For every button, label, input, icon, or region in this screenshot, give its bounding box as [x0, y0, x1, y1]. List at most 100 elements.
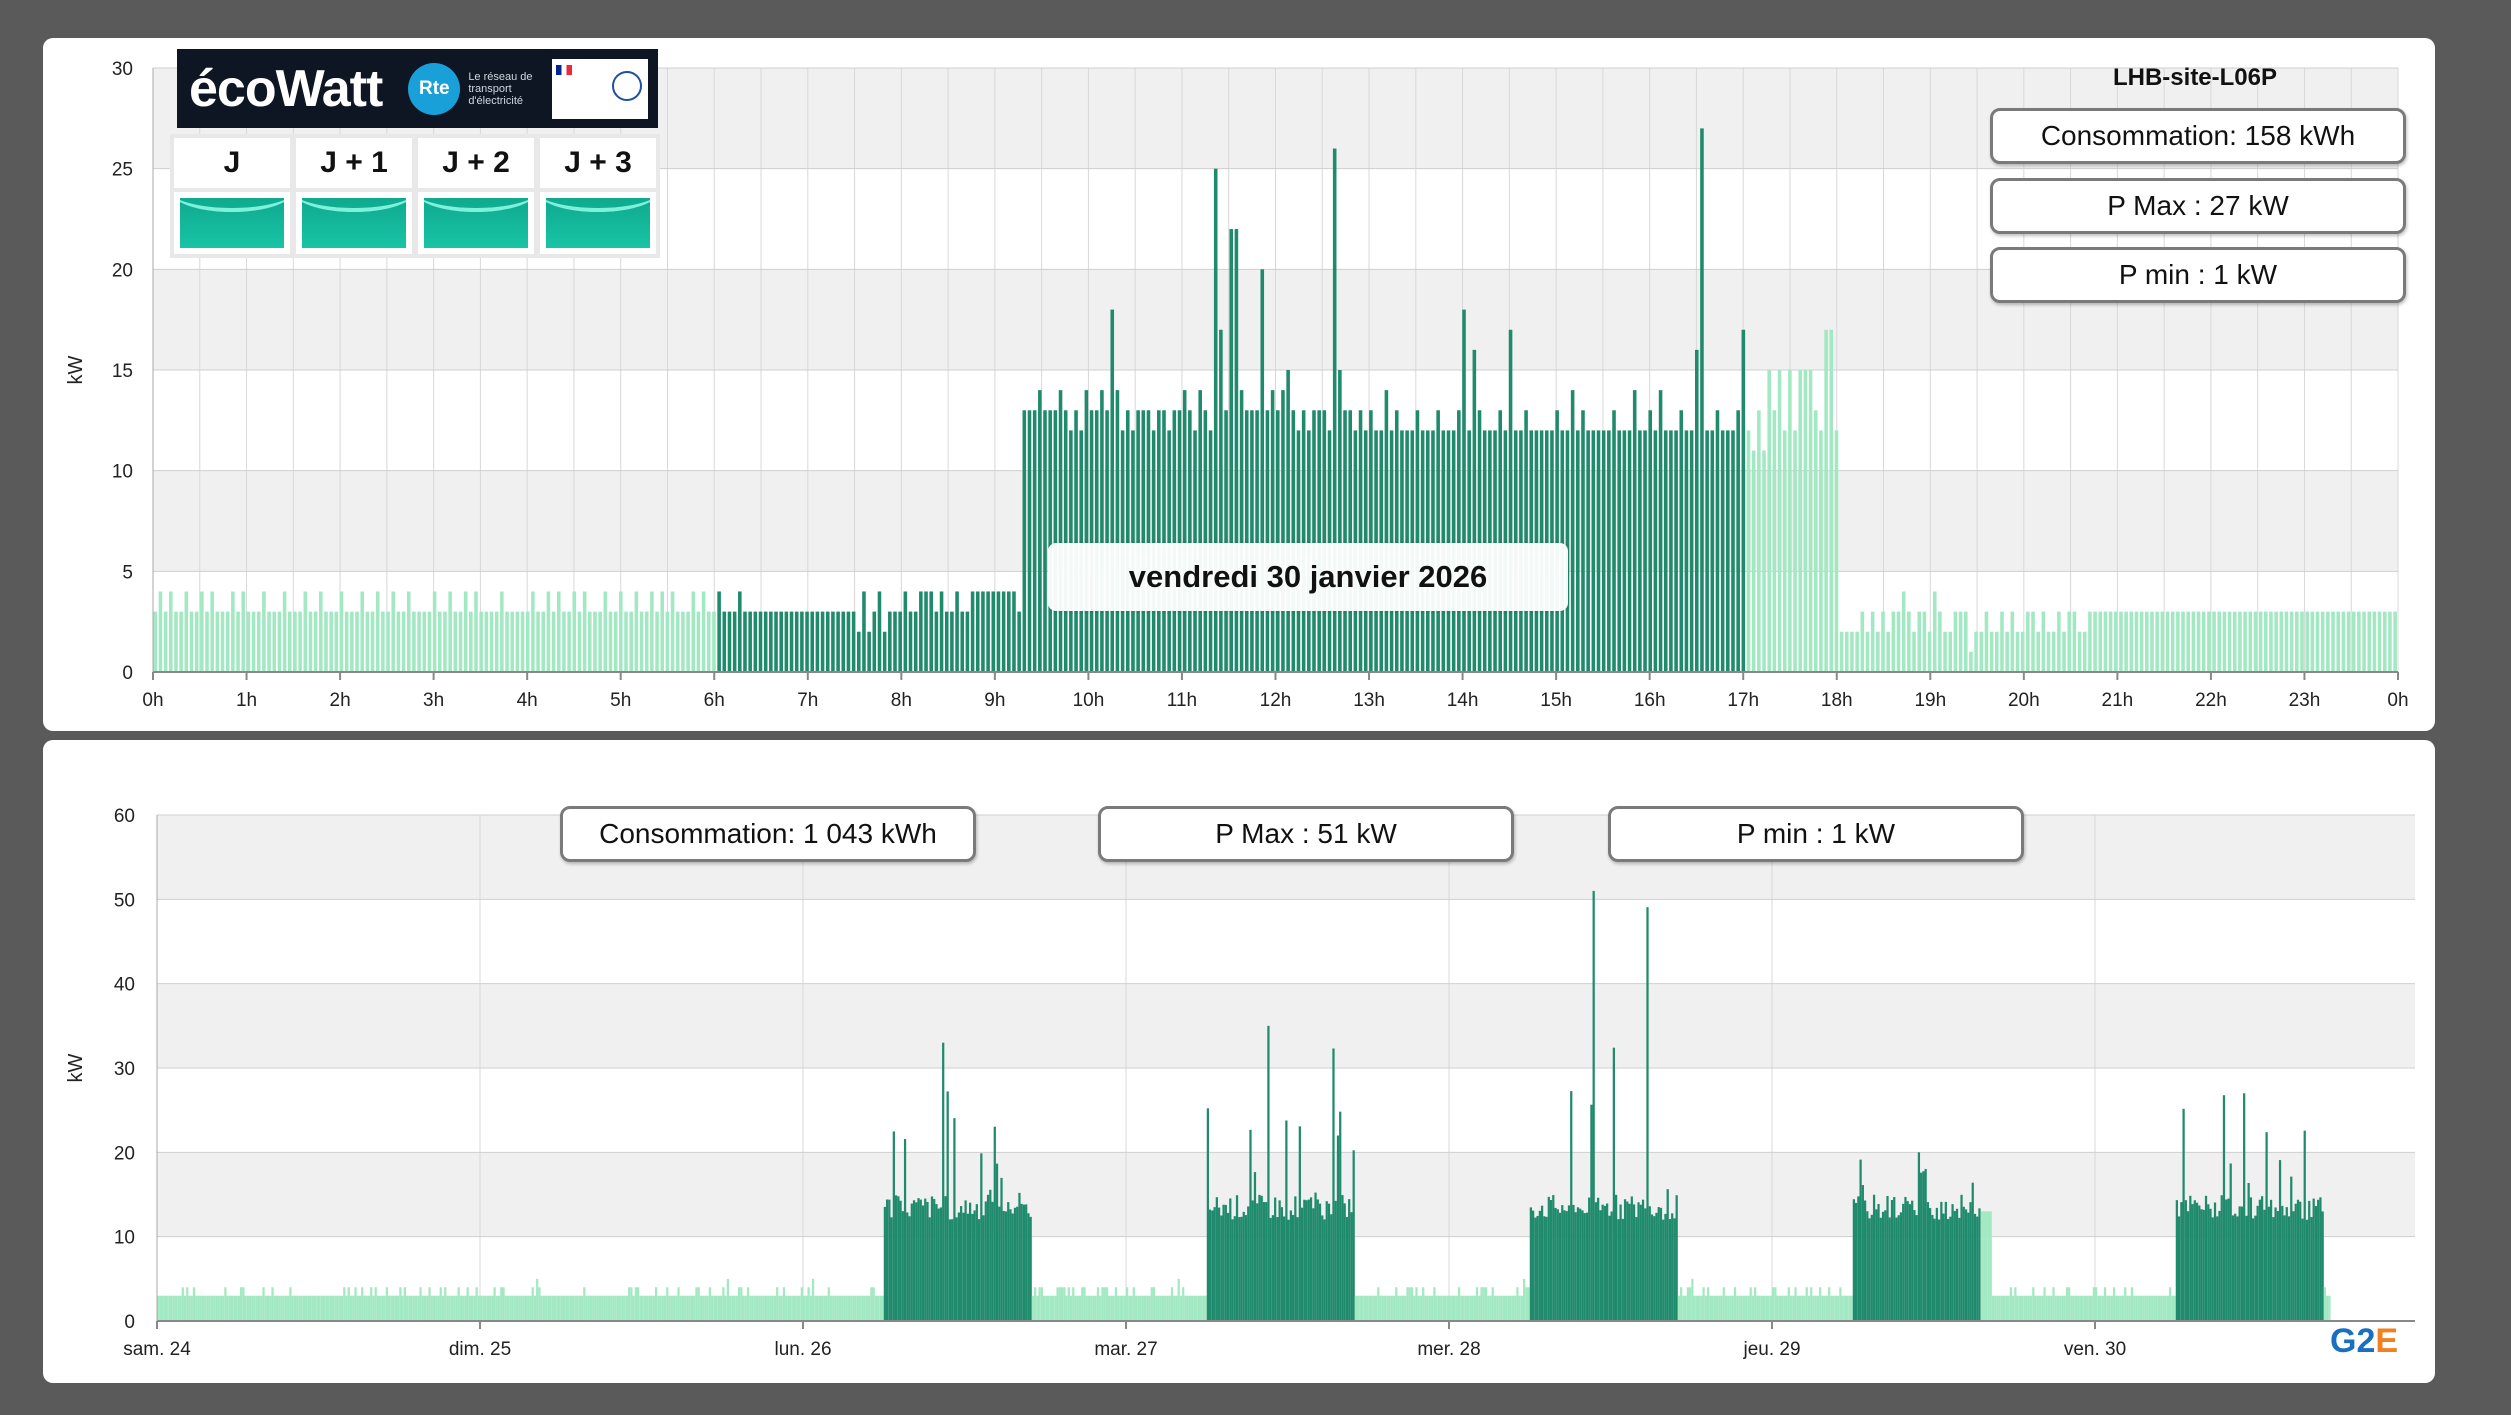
- bottom-bar: [356, 1295, 359, 1321]
- bottom-bar: [536, 1278, 539, 1321]
- top-bar: [753, 611, 758, 672]
- bottom-bar: [248, 1295, 252, 1321]
- bottom-bar: [1832, 1295, 1835, 1321]
- top-bar: [1229, 229, 1234, 673]
- bottom-grid-band: [157, 899, 2415, 984]
- bottom-bar: [1785, 1295, 1788, 1321]
- top-x-tick-label: 5h: [610, 690, 631, 711]
- bottom-bar: [1529, 1207, 1532, 1321]
- top-bar: [1638, 430, 1642, 672]
- bottom-bar: [2182, 1108, 2185, 1321]
- bottom-bar: [1332, 1048, 1335, 1321]
- bottom-bar: [520, 1295, 523, 1321]
- bottom-bar: [930, 1196, 934, 1321]
- top-bar: [422, 611, 427, 672]
- bottom-bar: [1637, 1202, 1640, 1321]
- bottom-bar: [2260, 1196, 2264, 1321]
- bottom-bar: [782, 1287, 786, 1321]
- bottom-bar: [1902, 1203, 1905, 1321]
- top-x-tick-label: 7h: [797, 690, 818, 711]
- bottom-bar: [1846, 1295, 1849, 1321]
- bottom-bar: [1614, 1194, 1618, 1321]
- bottom-bar: [379, 1295, 382, 1321]
- top-bar: [536, 611, 540, 672]
- top-bar: [732, 611, 737, 672]
- site-title: LHB-site-L06P: [2112, 64, 2278, 91]
- top-bar: [494, 611, 499, 672]
- bottom-bar: [818, 1295, 821, 1321]
- bottom-bar: [1924, 1168, 1927, 1321]
- top-bar: [1886, 631, 1890, 672]
- bottom-bar: [417, 1295, 420, 1321]
- bottom-bar: [1747, 1295, 1750, 1321]
- top-bar: [2258, 611, 2263, 672]
- top-bar: [246, 611, 251, 672]
- bottom-y-axis-title: kW: [65, 1053, 87, 1082]
- bottom-bar: [161, 1295, 164, 1321]
- top-bar: [2336, 611, 2340, 672]
- top-bar: [825, 611, 830, 672]
- top-bar: [2227, 611, 2232, 672]
- ecowatt-status-j: [180, 198, 284, 248]
- top-y-tick-label: 10: [112, 462, 133, 483]
- bottom-bar: [1969, 1202, 1972, 1321]
- bottom-bar: [1341, 1195, 1344, 1321]
- top-y-tick-label: 5: [122, 562, 133, 583]
- bottom-bar: [2162, 1295, 2165, 1321]
- bottom-bar: [1592, 890, 1595, 1321]
- bottom-bar: [1722, 1287, 1725, 1321]
- bottom-bar: [1547, 1196, 1550, 1321]
- bottom-bar: [2283, 1215, 2286, 1321]
- bottom-bar: [497, 1295, 501, 1321]
- top-bar: [913, 611, 918, 672]
- bottom-bar: [217, 1295, 220, 1321]
- bottom-bar: [1890, 1200, 1894, 1321]
- bottom-bar: [1783, 1295, 1786, 1321]
- bottom-bar: [2000, 1295, 2004, 1321]
- top-y-tick-label: 0: [122, 663, 133, 684]
- bottom-bar: [854, 1295, 857, 1321]
- bottom-bar: [589, 1295, 593, 1321]
- bottom-bar: [475, 1287, 478, 1321]
- top-bar: [567, 611, 571, 672]
- bottom-bar: [1830, 1295, 1833, 1321]
- bottom-bar: [744, 1295, 747, 1321]
- top-bar: [215, 611, 220, 672]
- bottom-bar: [928, 1217, 931, 1321]
- bottom-bar: [257, 1295, 261, 1321]
- bottom-bar: [441, 1295, 445, 1321]
- bottom-bar: [639, 1295, 642, 1321]
- bottom-bar: [809, 1295, 812, 1321]
- bottom-bar: [648, 1295, 651, 1321]
- bottom-bar: [1318, 1203, 1322, 1321]
- top-bar: [2113, 611, 2118, 672]
- ecowatt-day-j3[interactable]: J + 3: [540, 138, 656, 254]
- bottom-bar: [1029, 1216, 1032, 1321]
- top-bar: [200, 591, 204, 672]
- ecowatt-banner[interactable]: écoWatt Rte Le réseau de transport d'éle…: [177, 49, 658, 128]
- bottom-bar: [697, 1287, 700, 1321]
- bottom-bar: [1025, 1204, 1028, 1321]
- bottom-bar: [1940, 1201, 1943, 1321]
- bottom-bar: [2213, 1202, 2217, 1321]
- ecowatt-day-j1[interactable]: J + 1: [296, 138, 412, 254]
- bottom-bar: [1233, 1216, 1236, 1321]
- bottom-bar: [394, 1295, 398, 1321]
- top-bar: [256, 611, 261, 672]
- bottom-bar: [968, 1202, 972, 1321]
- bottom-bar: [1588, 1197, 1591, 1321]
- top-bar: [1053, 410, 1058, 672]
- top-bar: [1622, 430, 1627, 672]
- bottom-bar: [751, 1295, 754, 1321]
- bottom-bar: [767, 1295, 770, 1321]
- bottom-bar: [2287, 1216, 2291, 1321]
- bottom-bar: [2225, 1199, 2228, 1321]
- ecowatt-day-j[interactable]: J: [174, 138, 290, 254]
- bottom-bar: [1188, 1295, 1192, 1321]
- bottom-bar: [1866, 1211, 1869, 1321]
- top-bar: [1927, 631, 1932, 672]
- bottom-bar: [2263, 1209, 2266, 1321]
- bottom-bar: [1235, 1195, 1239, 1321]
- ecowatt-day-j2[interactable]: J + 2: [418, 138, 534, 254]
- bottom-bar: [1772, 1287, 1775, 1321]
